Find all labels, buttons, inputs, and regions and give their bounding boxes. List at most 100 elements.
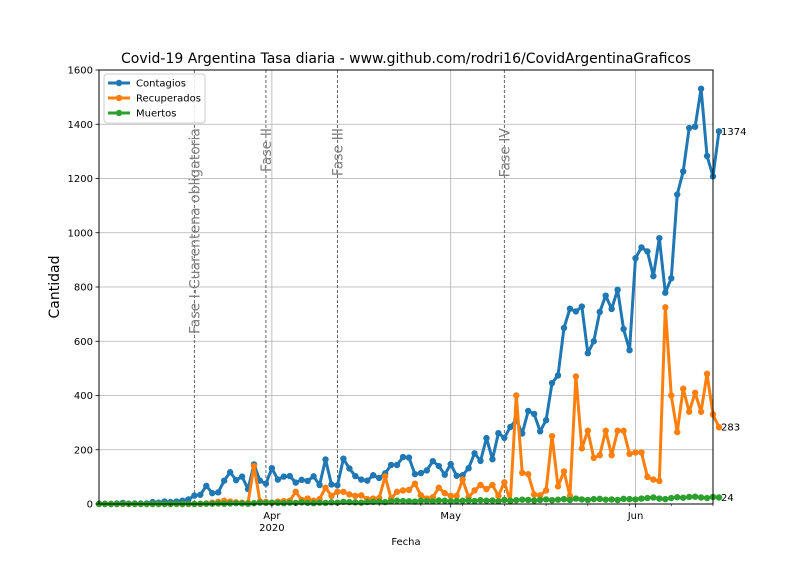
data-point xyxy=(411,480,419,487)
data-point xyxy=(477,481,484,489)
data-point xyxy=(638,244,645,251)
data-point xyxy=(328,499,335,506)
data-point xyxy=(483,434,490,442)
data-point xyxy=(232,499,240,507)
data-point xyxy=(417,492,425,499)
data-point xyxy=(620,495,627,503)
data-point xyxy=(703,494,711,502)
data-point xyxy=(519,496,526,503)
phase-label: Fase IV xyxy=(497,128,513,178)
data-point xyxy=(715,494,723,501)
data-point xyxy=(387,461,395,469)
data-point xyxy=(501,496,508,504)
data-point xyxy=(501,434,508,442)
data-point xyxy=(328,492,335,500)
data-point xyxy=(423,467,431,474)
data-point xyxy=(411,498,419,505)
data-point xyxy=(435,462,442,470)
data-point xyxy=(393,461,401,469)
data-point xyxy=(519,469,526,477)
data-point xyxy=(435,497,442,504)
x-tick-label: Apr xyxy=(263,511,281,522)
data-point xyxy=(358,499,365,506)
data-point xyxy=(620,325,627,333)
data-point xyxy=(256,477,264,484)
data-point xyxy=(566,305,574,312)
data-point xyxy=(685,124,693,132)
y-axis-label: Cantidad xyxy=(47,256,63,319)
y-axis: 0 200 400 600 800 1000 1200 1400 1600 xyxy=(68,66,99,511)
data-point xyxy=(215,500,222,507)
data-point xyxy=(662,495,669,503)
data-point xyxy=(483,497,490,504)
data-point xyxy=(632,449,639,456)
data-point xyxy=(542,416,550,424)
data-point xyxy=(513,392,520,399)
data-point xyxy=(685,493,693,501)
end-labels: 1374 283 24 xyxy=(721,127,746,504)
data-point xyxy=(226,469,234,476)
data-point xyxy=(602,427,609,434)
data-point xyxy=(304,499,311,507)
data-point xyxy=(322,484,329,491)
data-point xyxy=(405,486,413,494)
data-point xyxy=(232,476,240,484)
data-point xyxy=(292,488,299,495)
data-point xyxy=(632,496,639,503)
data-point xyxy=(554,372,562,379)
data-point xyxy=(715,128,723,135)
data-point xyxy=(632,255,639,262)
data-point xyxy=(596,451,603,459)
data-point xyxy=(310,499,317,507)
chart-title: Covid-19 Argentina Tasa diaria - www.git… xyxy=(121,51,691,67)
data-point xyxy=(489,456,496,463)
data-point xyxy=(596,495,603,503)
data-point xyxy=(525,407,532,415)
data-point xyxy=(268,464,276,472)
data-point xyxy=(489,481,496,489)
data-point xyxy=(662,289,669,296)
data-point xyxy=(590,338,597,345)
data-point xyxy=(530,410,538,418)
data-point xyxy=(405,498,413,505)
data-point xyxy=(536,492,544,499)
data-point xyxy=(584,349,592,357)
data-point xyxy=(590,495,597,503)
data-point xyxy=(668,494,675,502)
data-point xyxy=(370,498,377,506)
data-point xyxy=(620,427,627,434)
data-point xyxy=(381,473,389,480)
data-point xyxy=(209,489,216,497)
data-point xyxy=(525,496,532,504)
data-point xyxy=(358,476,365,483)
data-point xyxy=(656,495,663,502)
data-point xyxy=(215,489,222,496)
data-point xyxy=(250,499,258,507)
data-point xyxy=(471,450,478,457)
data-point xyxy=(691,493,699,500)
data-point xyxy=(220,477,228,484)
phase-label: Fase I-Cuarentena obligatoria xyxy=(187,128,203,334)
data-point xyxy=(548,497,556,504)
data-point xyxy=(536,428,544,435)
data-point xyxy=(542,496,550,503)
data-point xyxy=(340,455,347,462)
x-tick-label: Jun xyxy=(627,511,644,522)
data-point xyxy=(399,497,407,505)
data-point xyxy=(262,499,270,507)
data-point xyxy=(501,479,508,486)
data-point xyxy=(477,457,484,465)
data-point xyxy=(685,408,693,415)
data-point xyxy=(626,347,633,354)
data-point xyxy=(572,373,580,380)
legend-label: Muertos xyxy=(136,109,176,120)
data-point xyxy=(626,450,633,458)
data-point xyxy=(638,449,645,456)
data-point xyxy=(703,152,711,160)
data-point xyxy=(650,494,657,501)
data-point xyxy=(608,305,615,313)
data-point xyxy=(644,494,651,502)
data-point xyxy=(447,460,454,468)
data-point xyxy=(334,482,341,489)
data-point xyxy=(548,432,556,440)
